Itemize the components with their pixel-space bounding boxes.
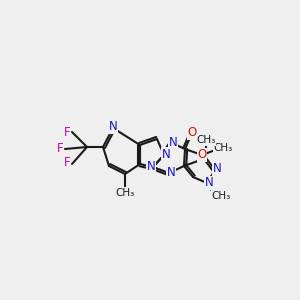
Text: CH₃: CH₃ <box>116 188 135 198</box>
Text: N: N <box>167 167 176 179</box>
Text: N: N <box>169 136 177 148</box>
Text: N: N <box>213 163 221 176</box>
Text: F: F <box>64 125 70 139</box>
Text: F: F <box>57 142 63 155</box>
Text: O: O <box>197 148 207 161</box>
Text: N: N <box>162 148 170 160</box>
Text: N: N <box>147 160 155 173</box>
Text: CH₃: CH₃ <box>212 191 231 201</box>
Text: N: N <box>205 176 213 190</box>
Text: CH₃: CH₃ <box>196 135 216 145</box>
Text: O: O <box>188 127 196 140</box>
Text: N: N <box>109 121 117 134</box>
Text: F: F <box>64 157 70 169</box>
Text: CH₃: CH₃ <box>213 143 232 153</box>
